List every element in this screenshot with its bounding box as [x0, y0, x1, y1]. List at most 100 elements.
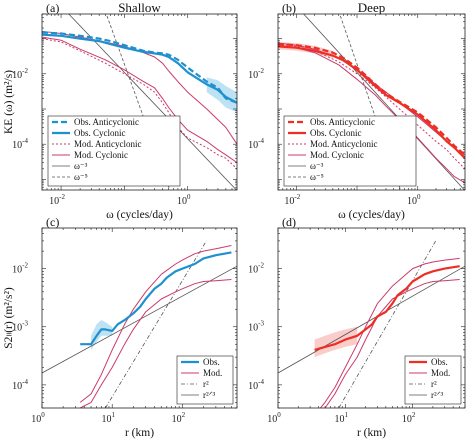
series-line-mod [319, 257, 460, 408]
y-tick-label: 10-2 [12, 262, 28, 276]
axes-frame [277, 227, 466, 409]
x-tick-label: 102 [172, 411, 186, 425]
series-line-obs [80, 251, 232, 346]
series-line-mod-anticyclonic [42, 38, 237, 170]
legend-box [47, 115, 181, 187]
y-tick-label: 10-2 [248, 262, 264, 276]
legend-entry: ω⁻⁵ [310, 172, 324, 182]
y-tick-label: 10-4 [248, 137, 264, 151]
legend-entry: ω⁻⁵ [74, 172, 88, 182]
x-axis-label: ω (cycles/day) [106, 209, 173, 221]
panel-label: (a) [46, 1, 59, 15]
panel-c: 100 101 102 10-4 1 0 -3 10-2 (c) r (km) S2ₗₗ(r) (m… [3, 215, 238, 439]
legend-entry: Obs. Cyclonic [310, 128, 362, 138]
legend-box [404, 355, 462, 405]
series-line-obs-cyclonic [278, 45, 465, 159]
legend-entry: Obs. Anticyclonic [310, 117, 375, 127]
x-tick-label: 100 [407, 193, 421, 207]
legend-entry: Mod. Anticyclonic [74, 139, 142, 149]
y-tick-label: 10-4 [12, 378, 28, 392]
axes-frame [41, 13, 238, 191]
y-tick-exponent: -4 [258, 378, 264, 386]
panel-b: 10-2 100 10-4 10-2 (b) Deep ω (cycles/day) Obs.… [248, 0, 466, 221]
x-tick-exponent: 2 [412, 411, 416, 419]
x-axis-label: r (km) [125, 427, 154, 439]
legend-entry: r² [431, 379, 437, 389]
legend-entry: Obs. [203, 357, 220, 367]
y-tick-label: 10-4 [248, 378, 264, 392]
x-tick-exponent: 2 [182, 411, 186, 419]
y-tick-exponent: -3 [258, 320, 264, 328]
legend-entry: Mod. Cyclonic [74, 150, 128, 160]
panel-label: (c) [46, 215, 59, 229]
legend-entry: Mod. [203, 368, 222, 378]
series-line-model-2 [324, 279, 460, 408]
y-tick-exponent: -4 [258, 137, 264, 145]
panel-title: Deep [358, 0, 385, 15]
x-tick-label: 10-2 [284, 193, 300, 207]
legend-box [283, 115, 417, 187]
legend-entry: r²ᐟ³ [431, 390, 444, 400]
x-tick-label: 100 [267, 411, 281, 425]
panel-label: (d) [282, 215, 296, 229]
series-line-model-4 [42, 30, 237, 145]
series-line-r [278, 265, 465, 374]
x-tick-label: 100 [31, 411, 45, 425]
x-tick-exponent: 0 [187, 193, 191, 201]
y-tick-exponent: -2 [258, 67, 264, 75]
legend-entry: Mod. Anticyclonic [310, 139, 378, 149]
legend-entry: r²ᐟ³ [203, 390, 216, 400]
y-tick-label: 10-2 [248, 67, 264, 81]
x-tick-exponent: 1 [111, 411, 115, 419]
x-tick-exponent: 0 [41, 411, 45, 419]
legend-entry: Mod. Cyclonic [310, 150, 364, 160]
x-tick-exponent: 0 [417, 193, 421, 201]
series-line-mod [79, 245, 232, 403]
y-tick-exponent: -2 [22, 262, 28, 270]
x-axis-label: r (km) [357, 427, 386, 439]
uncertainty-band [91, 320, 113, 350]
plot-area [278, 14, 465, 190]
x-tick-label: 101 [335, 411, 349, 425]
plot-area [42, 14, 237, 190]
x-tick-exponent: 0 [277, 411, 281, 419]
x-tick-label: 102 [402, 411, 416, 425]
series-line-model-4 [278, 44, 465, 184]
series-line-mod-cyclonic [42, 36, 237, 164]
plot-area [278, 240, 465, 408]
y-axis-label: S2ₗₗ(r) (m²/s²) [3, 287, 15, 349]
plot-area [42, 240, 237, 408]
y-tick-exponent: -2 [22, 67, 28, 75]
legend-entry: Obs. Anticyclonic [74, 117, 139, 127]
legend-box [176, 355, 234, 405]
y-tick-exponent: -2 [258, 262, 264, 270]
y-tick-exponent: -3 [22, 320, 28, 328]
x-tick-label: 101 [101, 411, 115, 425]
legend-entry: Obs. Cyclonic [74, 128, 126, 138]
x-tick-exponent: 1 [345, 411, 349, 419]
y-tick-label: 10-4 [12, 137, 28, 151]
series-line-obs-cyclonic [42, 33, 237, 104]
legend-entry: ω⁻³ [74, 161, 88, 171]
axes-frame [277, 13, 466, 191]
series-line-r [42, 265, 237, 374]
y-tick-label: 10-3 [248, 320, 264, 334]
axes-frame [41, 227, 238, 409]
panel-title: Shallow [118, 0, 161, 15]
series-line-r [105, 240, 207, 408]
series-line-r [338, 240, 437, 408]
legend-entry: Mod. [431, 368, 450, 378]
series-line-obs-anticyclonic [278, 43, 465, 156]
y-axis-label: KE (ω) (m²/s) [3, 70, 15, 134]
y-tick-exponent: -4 [22, 378, 28, 386]
x-tick-exponent: -2 [294, 193, 300, 201]
series-line-model-2 [79, 279, 232, 408]
y-tick-exponent: -4 [22, 137, 28, 145]
